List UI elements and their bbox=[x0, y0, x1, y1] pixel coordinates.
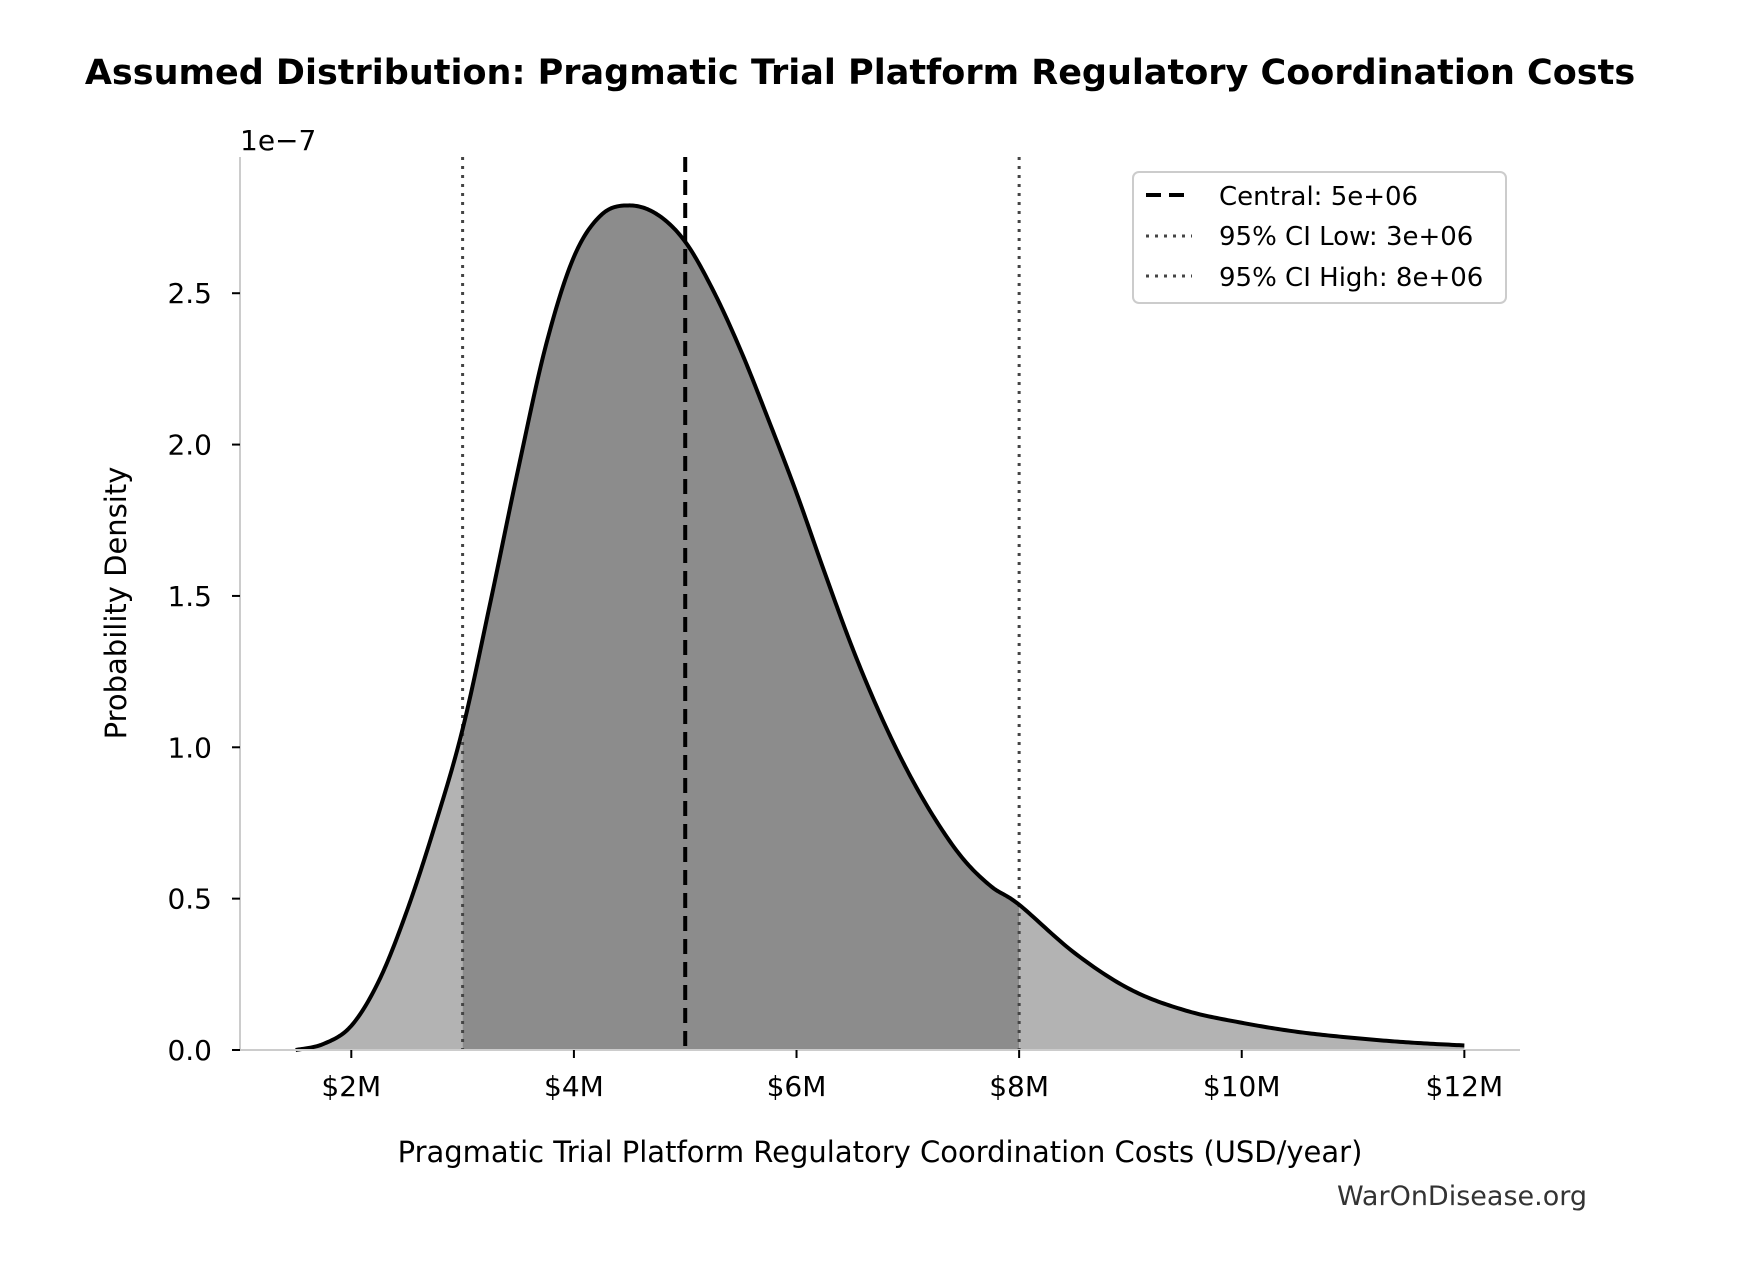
legend-box bbox=[1132, 171, 1507, 304]
y-axis-label: Probability Density bbox=[99, 467, 133, 740]
y-tick-label: 1.5 bbox=[167, 580, 212, 613]
density-curve bbox=[295, 203, 1465, 1052]
y-axis-ticks: 0.0 0.5 1.0 1.5 2.0 2.5 bbox=[167, 277, 240, 1067]
y-tick-label: 0.5 bbox=[167, 883, 212, 916]
x-tick-label: $4M bbox=[544, 1070, 604, 1103]
x-axis-label: Pragmatic Trial Platform Regulatory Coor… bbox=[398, 1135, 1363, 1169]
x-tick-label: $10M bbox=[1203, 1070, 1281, 1103]
x-axis-ticks: $2M $4M $6M $8M $10M $12M bbox=[321, 1050, 1503, 1103]
x-tick-label: $8M bbox=[989, 1070, 1049, 1103]
x-tick-label: $12M bbox=[1426, 1070, 1504, 1103]
y-tick-label: 1.0 bbox=[167, 731, 212, 764]
y-tick-label: 0.0 bbox=[167, 1034, 212, 1067]
density-fill-left-tail bbox=[295, 729, 463, 1050]
watermark: WarOnDisease.org bbox=[1337, 1181, 1587, 1212]
x-tick-label: $6M bbox=[767, 1070, 827, 1103]
y-tick-label: 2.0 bbox=[167, 429, 212, 462]
legend-label-central: Central: 5e+06 bbox=[1219, 182, 1418, 212]
density-fill-right-tail bbox=[1019, 904, 1465, 1050]
legend-label-ci-low: 95% CI Low: 3e+06 bbox=[1219, 222, 1473, 252]
legend-label-ci-high: 95% CI High: 8e+06 bbox=[1219, 263, 1483, 293]
chart-title: Assumed Distribution: Pragmatic Trial Pl… bbox=[85, 53, 1635, 93]
density-fill-ci-region bbox=[462, 205, 1020, 1050]
plot-area bbox=[295, 157, 1465, 1052]
x-tick-label: $2M bbox=[321, 1070, 381, 1103]
legend: Central: 5e+06 95% CI Low: 3e+06 95% CI … bbox=[1132, 171, 1507, 304]
y-scale-label: 1e−7 bbox=[240, 124, 316, 157]
y-tick-label: 2.5 bbox=[167, 277, 212, 310]
